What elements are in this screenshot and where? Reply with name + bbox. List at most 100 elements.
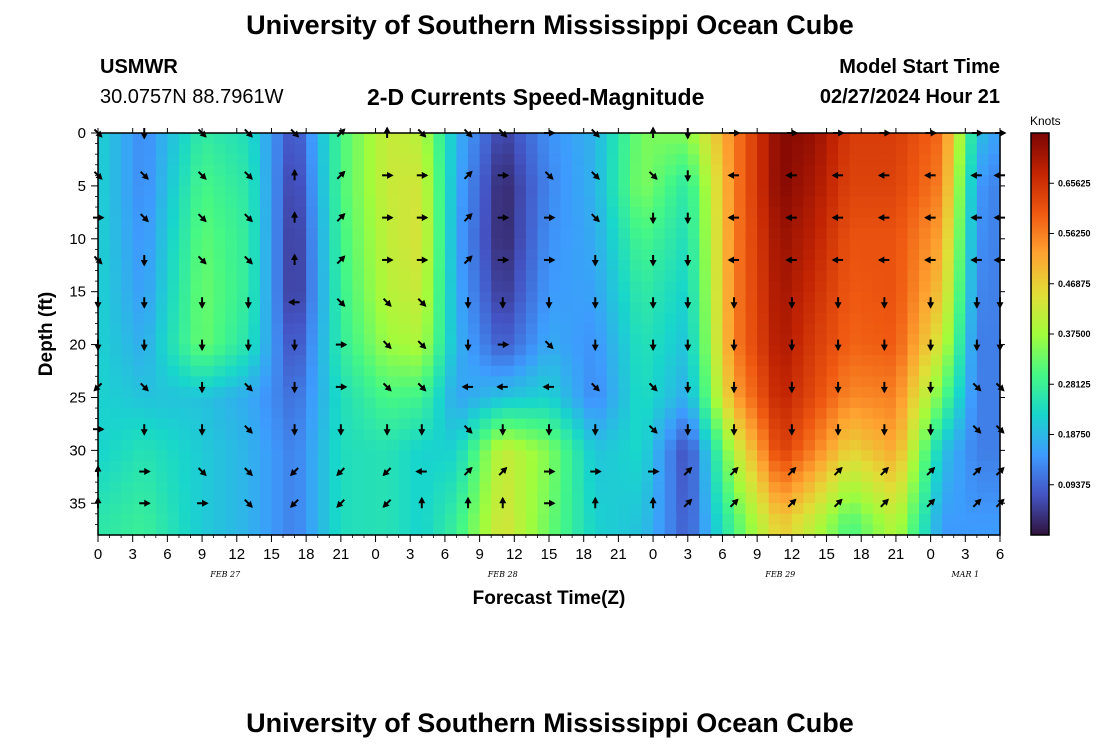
- heatmap-cell: [317, 439, 330, 451]
- heatmap-cell: [444, 323, 458, 335]
- heatmap-cell: [919, 513, 932, 526]
- heatmap-cell: [710, 439, 724, 451]
- heatmap-cell: [722, 217, 735, 229]
- model-start-value: 02/27/2024 Hour 21: [819, 86, 1000, 108]
- heatmap-cell: [734, 281, 747, 293]
- heatmap-cell: [907, 175, 920, 187]
- heatmap-cell: [225, 344, 238, 356]
- heatmap-cell: [872, 513, 885, 526]
- heatmap-cell: [329, 429, 342, 441]
- heatmap-cell: [236, 503, 249, 515]
- heatmap-cell: [884, 344, 897, 356]
- heatmap-cell: [861, 217, 874, 229]
- heatmap-cell: [433, 217, 446, 229]
- heatmap-cell: [653, 408, 666, 420]
- heatmap-cell: [283, 450, 296, 462]
- heatmap-cell: [826, 503, 839, 515]
- heatmap-cell: [294, 482, 307, 494]
- heatmap-cell: [121, 482, 134, 494]
- heatmap-cell: [595, 196, 608, 208]
- heatmap-cell: [907, 397, 920, 409]
- heatmap-cell: [595, 450, 608, 462]
- heatmap-cell: [919, 344, 932, 356]
- heatmap-cell: [259, 471, 273, 483]
- heatmap-cell: [109, 365, 122, 377]
- heatmap-cell: [375, 429, 388, 441]
- heatmap-cell: [895, 524, 909, 536]
- heatmap-cell: [144, 196, 157, 208]
- heatmap-cell: [167, 482, 180, 494]
- heatmap-cell: [780, 334, 793, 346]
- heatmap-cell: [965, 408, 978, 420]
- heatmap-cell: [225, 492, 238, 504]
- heatmap-cell: [549, 164, 562, 176]
- heatmap-cell: [283, 365, 296, 377]
- heatmap-cell: [583, 418, 596, 430]
- heatmap-cell: [629, 302, 643, 314]
- heatmap-cell: [861, 492, 874, 504]
- heatmap-cell: [618, 439, 631, 451]
- heatmap-cell: [433, 323, 446, 335]
- heatmap-cell: [178, 482, 192, 494]
- heatmap-cell: [421, 355, 434, 367]
- heatmap-cell: [606, 323, 619, 335]
- current-vector: [730, 339, 738, 352]
- heatmap-cell: [236, 312, 249, 325]
- heatmap-cell: [398, 344, 411, 356]
- heatmap-cell: [248, 238, 261, 250]
- heatmap-cell: [352, 291, 365, 303]
- heatmap-cell: [98, 429, 111, 441]
- heatmap-cell: [363, 471, 377, 483]
- heatmap-cell: [525, 355, 539, 367]
- heatmap-cell: [549, 312, 562, 325]
- heatmap-cell: [560, 513, 573, 526]
- heatmap-cell: [375, 323, 388, 335]
- heatmap-cell: [814, 238, 828, 250]
- heatmap-cell: [491, 334, 504, 346]
- heatmap-cell: [988, 281, 1001, 293]
- heatmap-cell: [456, 408, 469, 420]
- heatmap-cell: [884, 238, 897, 250]
- heatmap-cell: [826, 397, 839, 409]
- heatmap-cell: [213, 386, 226, 399]
- heatmap-cell: [861, 429, 874, 441]
- heatmap-cell: [317, 143, 330, 155]
- heatmap-cell: [919, 270, 932, 282]
- heatmap-cell: [976, 164, 990, 176]
- heatmap-cell: [306, 418, 319, 430]
- heatmap-cell: [629, 175, 643, 187]
- heatmap-cell: [98, 418, 111, 430]
- current-vector: [970, 171, 982, 179]
- heatmap-cell: [953, 270, 966, 282]
- heatmap-cell: [132, 281, 145, 293]
- heatmap-cell: [838, 503, 851, 515]
- current-vector: [544, 214, 556, 222]
- current-vector: [497, 341, 510, 349]
- heatmap-cell: [236, 513, 249, 526]
- heatmap-cell: [919, 408, 932, 420]
- heatmap-cell: [838, 164, 851, 176]
- heatmap-cell: [294, 228, 307, 240]
- heatmap-cell: [942, 291, 955, 303]
- heatmap-cell: [664, 185, 677, 198]
- heatmap-cell: [745, 238, 758, 250]
- heatmap-cell: [155, 281, 168, 293]
- heatmap-cell: [895, 439, 909, 451]
- heatmap-cell: [803, 143, 816, 155]
- heatmap-cell: [618, 259, 631, 272]
- heatmap-cell: [468, 386, 481, 399]
- heatmap-cell: [213, 524, 226, 536]
- heatmap-cell: [606, 281, 619, 293]
- heatmap-cell: [317, 355, 330, 367]
- heatmap-cell: [768, 460, 781, 473]
- heatmap-cell: [757, 397, 770, 409]
- heatmap-cell: [722, 281, 735, 293]
- heatmap-cell: [98, 143, 111, 155]
- heatmap-cell: [525, 249, 539, 261]
- heatmap-cell: [965, 217, 978, 229]
- station-coordinates: 30.0757N 88.7961W: [100, 86, 284, 108]
- heatmap-cell: [202, 429, 215, 441]
- heatmap-cell: [213, 323, 226, 335]
- heatmap-cell: [132, 249, 145, 261]
- heatmap-cell: [144, 154, 157, 166]
